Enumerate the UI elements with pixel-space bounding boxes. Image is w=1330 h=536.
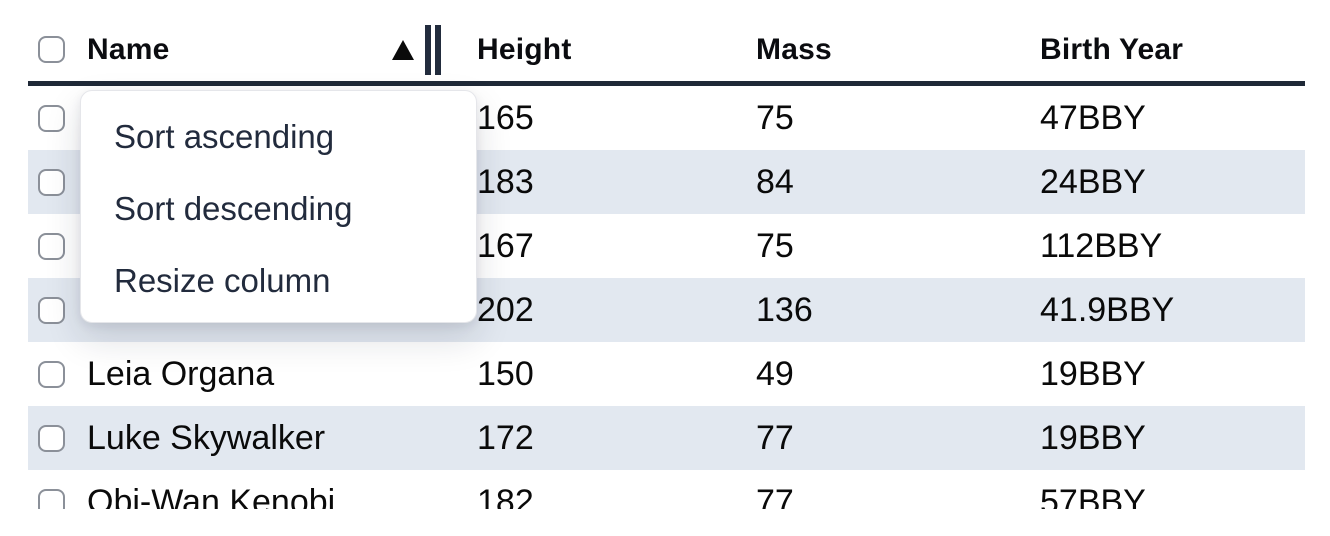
cell-mass: 77 [756, 482, 794, 510]
cell-birth-year: 19BBY [1040, 418, 1146, 457]
row-checkbox-cell [28, 232, 87, 260]
menu-item-sort-descending[interactable]: Sort descending [114, 190, 353, 227]
cell-height: 182 [477, 482, 534, 510]
resize-bar-icon [425, 24, 431, 75]
cell-height: 202 [477, 290, 534, 329]
row-checkbox-cell [28, 296, 87, 324]
cell-height: 167 [477, 226, 534, 265]
column-resize-handle[interactable] [425, 24, 441, 75]
cell-birth-year: 57BBY [1040, 482, 1146, 510]
row-checkbox-cell [28, 424, 87, 452]
table-header-row: Name Height Mass Birth Year [28, 18, 1305, 81]
row-checkbox-cell [28, 168, 87, 196]
select-all-cell [28, 36, 87, 63]
cell-mass: 84 [756, 162, 794, 201]
cell-height: 172 [477, 418, 534, 457]
row-checkbox[interactable] [38, 424, 65, 452]
table-header: Name Height Mass Birth Year [28, 0, 1305, 86]
resize-bar-icon [435, 24, 441, 75]
menu-item-sort-ascending[interactable]: Sort ascending [114, 118, 335, 155]
cell-height: 165 [477, 98, 534, 137]
table-row[interactable]: Luke Skywalker 172 77 19BBY [28, 406, 1305, 470]
sort-ascending-icon [392, 39, 414, 60]
cell-name: Leia Organa [87, 354, 275, 393]
row-checkbox[interactable] [38, 104, 65, 132]
column-header-height[interactable]: Height [477, 32, 572, 66]
table-row[interactable]: Obi-Wan Kenobi 182 77 57BBY [28, 470, 1305, 509]
row-checkbox[interactable] [38, 232, 65, 260]
menu-item-resize-column[interactable]: Resize column [114, 262, 331, 299]
table-row[interactable]: Leia Organa 150 49 19BBY [28, 342, 1305, 406]
cell-birth-year: 41.9BBY [1040, 290, 1175, 329]
cell-mass: 49 [756, 354, 794, 393]
cell-mass: 75 [756, 98, 794, 137]
cell-mass: 136 [756, 290, 813, 329]
row-checkbox-cell [28, 488, 87, 509]
row-checkbox-cell [28, 104, 87, 132]
select-all-checkbox[interactable] [38, 36, 65, 63]
table-viewport: Name Height Mass Birth Year 165 75 47BBY [28, 0, 1305, 509]
column-header-birth-year[interactable]: Birth Year [1040, 32, 1184, 66]
cell-birth-year: 47BBY [1040, 98, 1146, 137]
column-context-menu: Sort ascending Sort descending Resize co… [80, 90, 477, 323]
cell-mass: 75 [756, 226, 794, 265]
column-header-name-label: Name [87, 32, 170, 66]
cell-mass: 77 [756, 418, 794, 457]
row-checkbox[interactable] [38, 168, 65, 196]
column-header-name[interactable]: Name [87, 18, 477, 81]
cell-name: Obi-Wan Kenobi [87, 482, 336, 510]
cell-birth-year: 112BBY [1040, 226, 1163, 265]
row-checkbox-cell [28, 360, 87, 388]
row-checkbox[interactable] [38, 488, 65, 509]
cell-height: 183 [477, 162, 534, 201]
cell-birth-year: 19BBY [1040, 354, 1146, 393]
cell-birth-year: 24BBY [1040, 162, 1146, 201]
column-header-mass[interactable]: Mass [756, 32, 832, 66]
row-checkbox[interactable] [38, 360, 65, 388]
cell-height: 150 [477, 354, 534, 393]
row-checkbox[interactable] [38, 296, 65, 324]
cell-name: Luke Skywalker [87, 418, 326, 457]
